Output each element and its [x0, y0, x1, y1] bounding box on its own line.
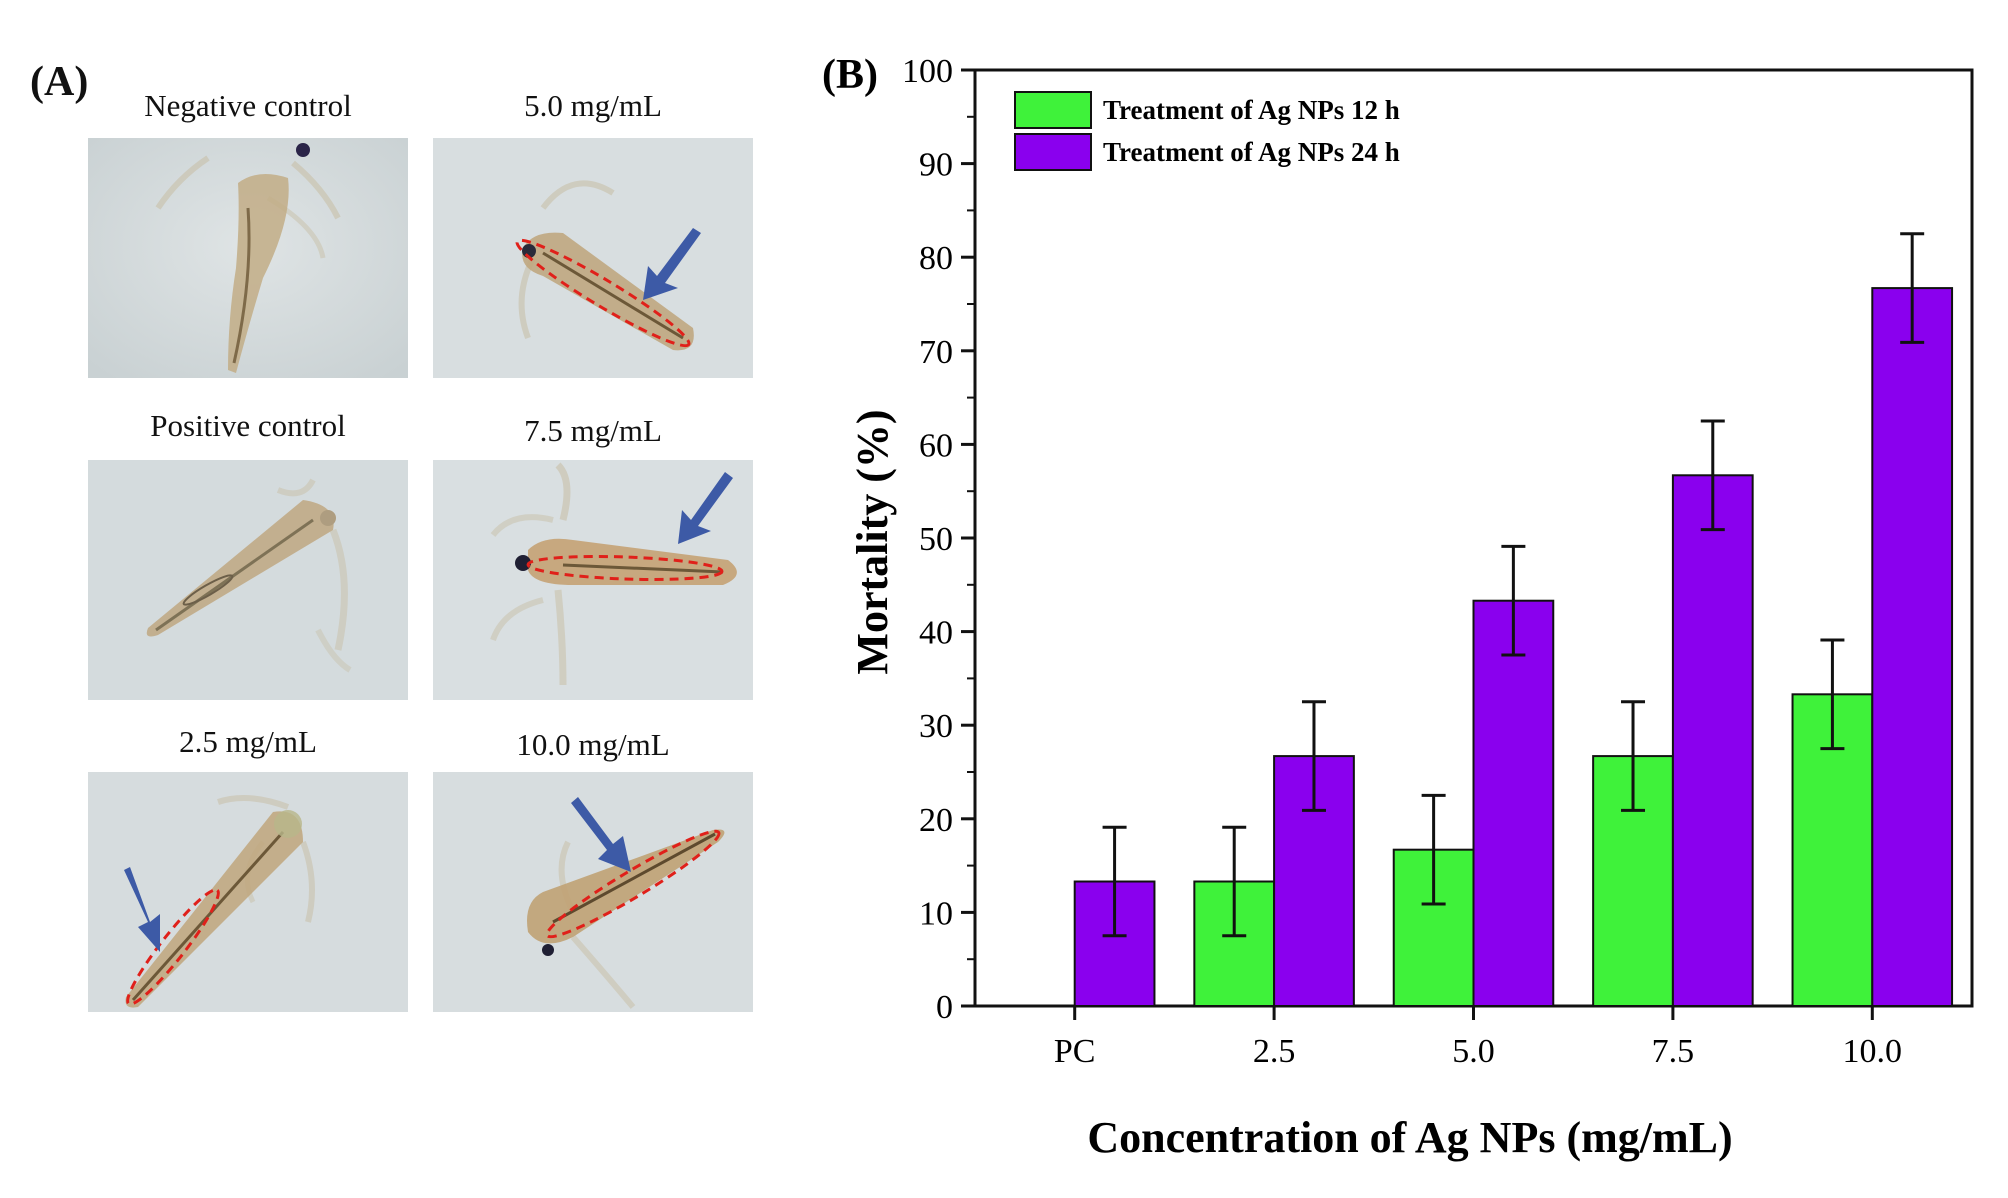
x-tick-label: PC: [1054, 1033, 1096, 1070]
shrimp-larva-10-0: [527, 829, 725, 1009]
photo-positive-control: [88, 460, 408, 700]
shrimp-larva-5-0: [518, 180, 694, 351]
mortality-bar-chart: (B) 0 10 20 30 40 50 60 70 80 90 100 PC 2.5 5.0 7.5 10.…: [822, 52, 1974, 1162]
arrow-icon: [124, 867, 160, 952]
legend-swatch: [1014, 133, 1092, 171]
error-bar: [1900, 232, 1925, 344]
x-axis-title: Concentration of Ag NPs (mg/mL): [1087, 1113, 1732, 1162]
arrow-icon: [643, 228, 701, 300]
panel-a: (A) Negative control 5.0 mg/mL Positive …: [0, 0, 800, 1198]
highlight-outline: [515, 238, 691, 348]
error-bar: [1102, 825, 1127, 938]
y-tick-label: 0: [936, 989, 953, 1026]
y-tick-label: 60: [919, 427, 953, 464]
x-tick-label: 2.5: [1253, 1033, 1296, 1070]
error-bar: [1621, 700, 1646, 812]
y-tick-label: 80: [919, 240, 953, 277]
photo-negative-control: [88, 138, 408, 378]
shrimp-larva-2-5: [125, 795, 315, 1008]
x-tick-label: 7.5: [1652, 1033, 1695, 1070]
legend-label: Treatment of Ag NPs 24 h: [1103, 137, 1400, 167]
bar: [1671, 474, 1754, 1007]
caption-7-5: 7.5 mg/mL: [524, 413, 662, 448]
x-tick-label: 10.0: [1843, 1033, 1903, 1070]
shrimp-larva-7-5: [490, 462, 737, 686]
bar: [1871, 287, 1954, 1007]
y-tick-label: 70: [919, 334, 953, 371]
caption-10-0: 10.0 mg/mL: [516, 727, 670, 762]
photo-2-5: [88, 772, 408, 1012]
highlight-outline: [545, 829, 721, 939]
arrow-icon: [571, 797, 631, 872]
caption-2-5: 2.5 mg/mL: [179, 724, 317, 759]
y-tick-label: 30: [919, 708, 953, 745]
error-bar: [1820, 638, 1845, 751]
error-bar: [1421, 793, 1446, 906]
shrimp-larva-positive: [146, 478, 352, 673]
panel-b-label: (B): [822, 52, 878, 98]
photo-5-0: [433, 138, 753, 378]
x-tick-label: 5.0: [1452, 1033, 1495, 1070]
y-tick-label: 90: [919, 147, 953, 184]
error-bar: [1301, 700, 1326, 812]
legend-swatch: [1014, 91, 1092, 129]
legend-label: Treatment of Ag NPs 12 h: [1103, 95, 1400, 125]
caption-negative-control: Negative control: [144, 88, 352, 123]
arrow-icon: [678, 472, 733, 544]
highlight-outline: [126, 888, 220, 1006]
caption-5-0: 5.0 mg/mL: [524, 88, 662, 123]
y-tick-label: 10: [919, 895, 953, 932]
y-tick-label: 100: [902, 53, 953, 90]
error-bar: [1700, 419, 1725, 532]
bar: [1472, 599, 1555, 1007]
y-axis-title: Mortality (%): [848, 409, 897, 674]
error-bar: [1222, 825, 1247, 938]
legend-item: Treatment of Ag NPs 24 h: [1014, 133, 1400, 171]
error-bar: [1501, 544, 1526, 657]
legend-item: Treatment of Ag NPs 12 h: [1014, 91, 1400, 129]
y-tick-label: 20: [919, 802, 953, 839]
y-tick-label: 40: [919, 615, 953, 652]
photo-7-5: [433, 460, 753, 700]
y-tick-label: 50: [919, 521, 953, 558]
shrimp-larva-negative: [155, 143, 341, 373]
photo-10-0: [433, 772, 753, 1012]
panel-a-label: (A): [30, 59, 89, 105]
caption-positive-control: Positive control: [150, 408, 346, 443]
highlight-outline: [526, 554, 724, 582]
